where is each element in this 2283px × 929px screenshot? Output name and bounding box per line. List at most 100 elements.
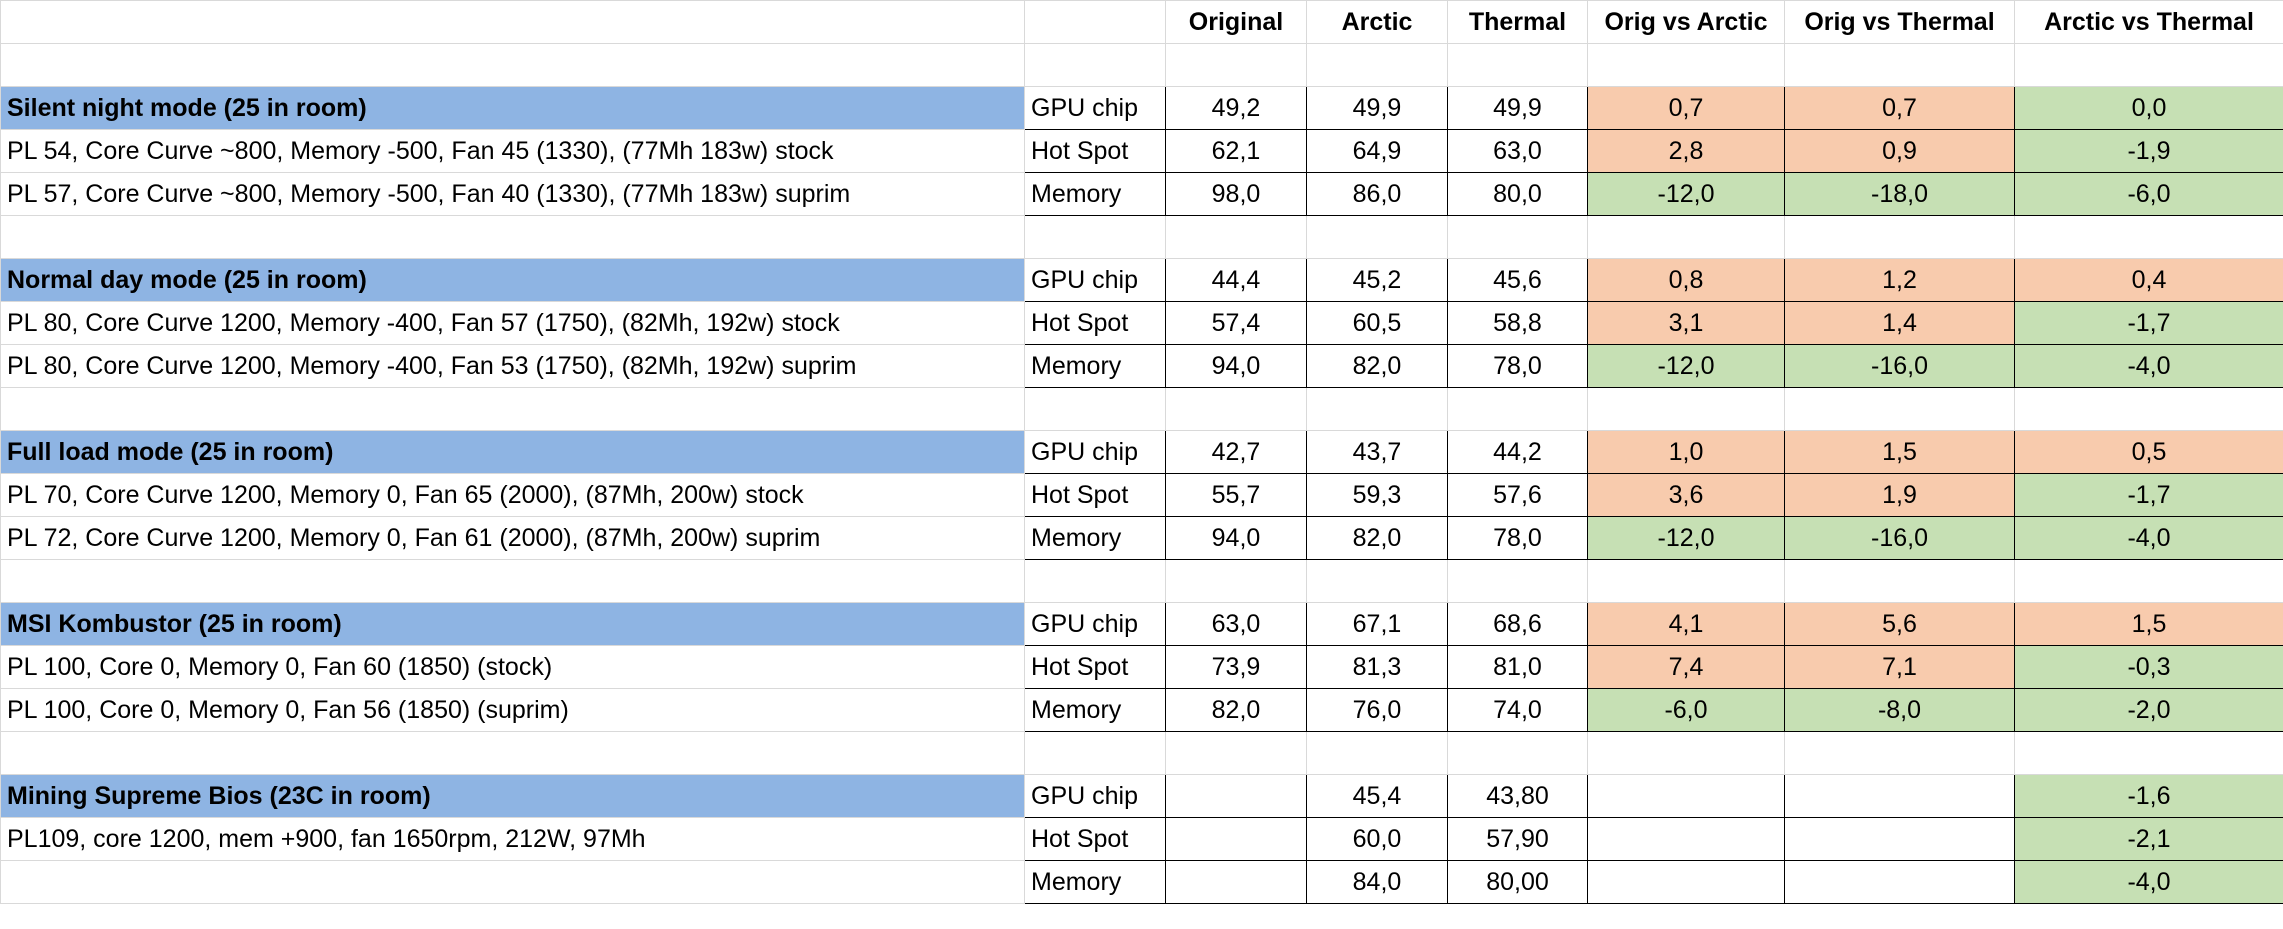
- diff-cell: -8,0: [1784, 688, 2015, 732]
- metric-label: Memory: [1024, 516, 1166, 560]
- diff-cell: -6,0: [2014, 172, 2283, 216]
- empty-cell: [1784, 43, 2015, 87]
- value-cell: 45,4: [1306, 774, 1448, 818]
- row: Memory 84,0 80,00 -4,0: [0, 860, 2283, 904]
- row: Original Arctic Thermal Orig vs Arctic Orig …: [0, 0, 2283, 44]
- empty-cell: [1447, 43, 1588, 87]
- empty-cell: [1306, 387, 1448, 431]
- value-cell: 73,9: [1165, 645, 1307, 689]
- empty-cell: [1024, 0, 1166, 44]
- metric-label: Hot Spot: [1024, 473, 1166, 517]
- section-note: PL 80, Core Curve 1200, Memory -400, Fan…: [0, 344, 1025, 388]
- value-cell: 86,0: [1306, 172, 1448, 216]
- empty-cell: [0, 0, 1025, 44]
- value-cell: [1165, 774, 1307, 818]
- diff-cell: 0,7: [1784, 86, 2015, 130]
- row: [0, 43, 2283, 87]
- empty-cell: [1165, 215, 1307, 259]
- value-cell: 44,4: [1165, 258, 1307, 302]
- empty-cell: [1447, 731, 1588, 775]
- empty-cell: [1024, 215, 1166, 259]
- section-note: PL 57, Core Curve ~800, Memory -500, Fan…: [0, 172, 1025, 216]
- empty-cell: [1447, 559, 1588, 603]
- diff-cell: -0,3: [2014, 645, 2283, 689]
- empty-cell: [0, 731, 1025, 775]
- value-cell: 78,0: [1447, 344, 1588, 388]
- diff-cell: -6,0: [1587, 688, 1785, 732]
- diff-cell: -16,0: [1784, 344, 2015, 388]
- diff-cell: [1784, 860, 2015, 904]
- section-title: MSI Kombustor (25 in room): [0, 602, 1025, 646]
- metric-label: Memory: [1024, 344, 1166, 388]
- value-cell: 76,0: [1306, 688, 1448, 732]
- value-cell: 44,2: [1447, 430, 1588, 474]
- diff-cell: -1,7: [2014, 473, 2283, 517]
- row: [0, 215, 2283, 259]
- diff-cell: -4,0: [2014, 860, 2283, 904]
- row: PL 72, Core Curve 1200, Memory 0, Fan 61…: [0, 516, 2283, 560]
- value-cell: 45,2: [1306, 258, 1448, 302]
- diff-cell: -2,0: [2014, 688, 2283, 732]
- value-cell: 62,1: [1165, 129, 1307, 173]
- empty-cell: [1306, 43, 1448, 87]
- section-note: PL 72, Core Curve 1200, Memory 0, Fan 61…: [0, 516, 1025, 560]
- spreadsheet: Original Arctic Thermal Orig vs Arctic Orig …: [0, 0, 2283, 904]
- diff-cell: -1,9: [2014, 129, 2283, 173]
- section-note: PL 100, Core 0, Memory 0, Fan 56 (1850) …: [0, 688, 1025, 732]
- value-cell: 60,5: [1306, 301, 1448, 345]
- diff-cell: 5,6: [1784, 602, 2015, 646]
- diff-cell: [1587, 774, 1785, 818]
- value-cell: 64,9: [1306, 129, 1448, 173]
- value-cell: 43,7: [1306, 430, 1448, 474]
- empty-cell: [1165, 43, 1307, 87]
- diff-cell: -1,7: [2014, 301, 2283, 345]
- metric-label: GPU chip: [1024, 602, 1166, 646]
- row: PL 54, Core Curve ~800, Memory -500, Fan…: [0, 129, 2283, 173]
- section-note: PL 80, Core Curve 1200, Memory -400, Fan…: [0, 301, 1025, 345]
- row: PL 100, Core 0, Memory 0, Fan 60 (1850) …: [0, 645, 2283, 689]
- value-cell: 49,9: [1306, 86, 1448, 130]
- diff-cell: -16,0: [1784, 516, 2015, 560]
- value-cell: 81,3: [1306, 645, 1448, 689]
- metric-label: Memory: [1024, 172, 1166, 216]
- diff-cell: 0,0: [2014, 86, 2283, 130]
- empty-cell: [1165, 559, 1307, 603]
- value-cell: 55,7: [1165, 473, 1307, 517]
- value-cell: 63,0: [1165, 602, 1307, 646]
- empty-cell: [1024, 43, 1166, 87]
- empty-cell: [1306, 731, 1448, 775]
- empty-cell: [2014, 559, 2283, 603]
- empty-cell: [1587, 731, 1785, 775]
- value-cell: 81,0: [1447, 645, 1588, 689]
- value-cell: 57,4: [1165, 301, 1307, 345]
- section-title: Mining Supreme Bios (23C in room): [0, 774, 1025, 818]
- value-cell: 57,6: [1447, 473, 1588, 517]
- empty-cell: [1587, 43, 1785, 87]
- row: PL 80, Core Curve 1200, Memory -400, Fan…: [0, 344, 2283, 388]
- section-note: PL 70, Core Curve 1200, Memory 0, Fan 65…: [0, 473, 1025, 517]
- empty-cell: [2014, 43, 2283, 87]
- empty-cell: [1784, 387, 2015, 431]
- empty-cell: [2014, 731, 2283, 775]
- row: [0, 731, 2283, 775]
- diff-cell: 2,8: [1587, 129, 1785, 173]
- value-cell: 74,0: [1447, 688, 1588, 732]
- section-note: PL109, core 1200, mem +900, fan 1650rpm,…: [0, 817, 1025, 861]
- diff-cell: [1784, 774, 2015, 818]
- empty-cell: [1024, 387, 1166, 431]
- diff-cell: 7,1: [1784, 645, 2015, 689]
- diff-cell: 0,8: [1587, 258, 1785, 302]
- diff-cell: -4,0: [2014, 516, 2283, 560]
- value-cell: 60,0: [1306, 817, 1448, 861]
- row: PL 100, Core 0, Memory 0, Fan 56 (1850) …: [0, 688, 2283, 732]
- value-cell: 49,2: [1165, 86, 1307, 130]
- empty-cell: [1024, 559, 1166, 603]
- value-cell: 63,0: [1447, 129, 1588, 173]
- empty-cell: [2014, 215, 2283, 259]
- value-cell: 98,0: [1165, 172, 1307, 216]
- value-cell: 57,90: [1447, 817, 1588, 861]
- row: Silent night mode (25 in room) GPU chip 49…: [0, 86, 2283, 130]
- empty-cell: [1024, 731, 1166, 775]
- row: PL 80, Core Curve 1200, Memory -400, Fan…: [0, 301, 2283, 345]
